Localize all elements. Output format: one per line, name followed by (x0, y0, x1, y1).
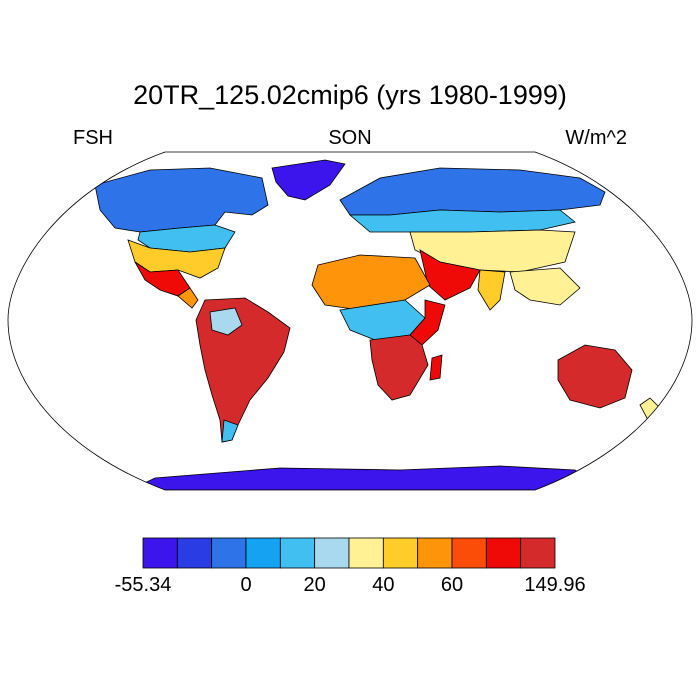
region-amazon (209, 307, 243, 336)
region-north-america-north (94, 167, 269, 233)
colorbar (142, 537, 556, 569)
region-southeast-asia (509, 267, 581, 306)
colorbar-swatch (211, 537, 247, 569)
colorbar-tick-label: 20 (303, 574, 326, 596)
chart-title: 20TR_125.02cmip6 (yrs 1980-1999) (133, 80, 567, 110)
region-australia (557, 344, 633, 409)
colorbar-swatch (348, 537, 384, 569)
map-outline (7, 151, 693, 491)
region-patagonia (221, 419, 239, 443)
colorbar-tick-label: 0 (240, 574, 252, 596)
region-madagascar (429, 354, 443, 381)
colorbar-tick-label: 40 (372, 574, 395, 596)
region-africa-south (369, 334, 429, 401)
colorbar-swatch (142, 537, 178, 569)
variable-label: FSH (73, 127, 113, 149)
colorbar-tick-label: -55.34 (114, 574, 172, 596)
colorbar-swatch (451, 537, 487, 569)
colorbar-tick-label: 149.96 (524, 574, 586, 596)
region-greenland (271, 159, 346, 201)
colorbar-swatch (245, 537, 281, 569)
region-india (477, 269, 506, 311)
colorbar-swatch (520, 537, 556, 569)
region-eurasia-mid (348, 209, 576, 233)
season-label: SON (328, 127, 372, 149)
region-central-america (177, 287, 199, 309)
colorbar-tick-label: 60 (440, 574, 464, 596)
units-label: W/m^2 (565, 127, 627, 149)
colorbar-swatch (417, 537, 453, 569)
colorbar-swatch (279, 537, 316, 569)
world-map (7, 151, 693, 491)
colorbar-swatch (485, 537, 522, 569)
colorbar-swatch (314, 537, 350, 569)
colorbar-swatch (382, 537, 419, 569)
colorbar-swatch (176, 537, 213, 569)
